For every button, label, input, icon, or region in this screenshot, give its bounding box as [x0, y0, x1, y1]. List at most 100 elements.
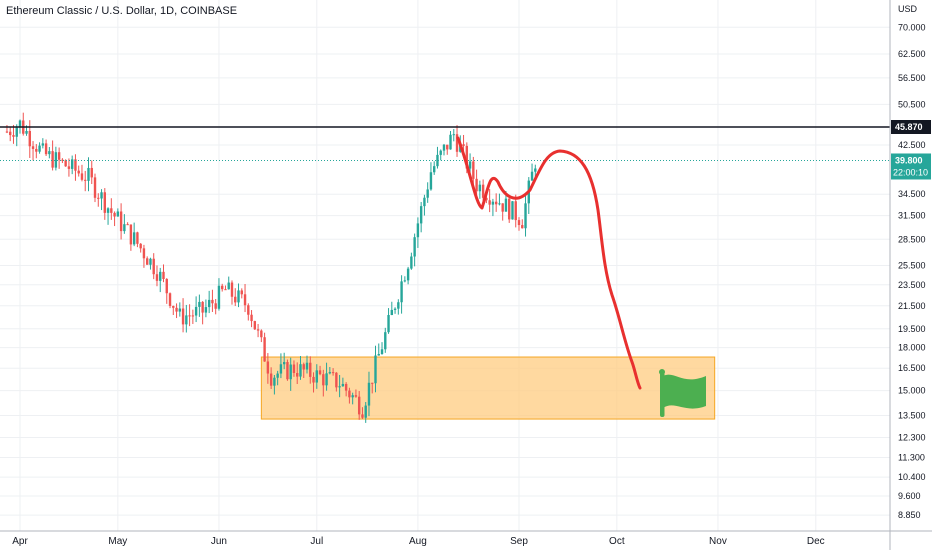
candle-body — [234, 296, 237, 303]
y-tick-label: 18.000 — [898, 343, 926, 353]
candle-body — [429, 172, 433, 190]
candle-body — [70, 159, 74, 169]
candle-body — [227, 282, 230, 290]
candle-body — [462, 144, 465, 146]
candle-body — [100, 192, 103, 199]
candle-body — [54, 152, 58, 168]
candle-body — [322, 374, 325, 386]
candle-body — [433, 166, 436, 173]
candle-body — [312, 376, 315, 383]
candle-body — [12, 135, 15, 137]
candle-body — [276, 373, 279, 378]
candle-body — [410, 256, 413, 269]
candle-body — [116, 211, 120, 217]
candle-body — [374, 355, 377, 384]
y-tick-label: 28.500 — [898, 234, 926, 244]
candle-body — [335, 372, 338, 388]
candle-body — [256, 329, 260, 331]
candle-body — [119, 211, 123, 232]
candle-body — [377, 354, 380, 356]
candle-body — [194, 306, 198, 316]
candle-body — [341, 383, 345, 387]
candle-body — [439, 150, 442, 155]
candle-body — [41, 143, 45, 146]
candle-body — [305, 362, 309, 370]
candle-body — [292, 364, 296, 373]
candle-body — [87, 167, 90, 181]
candle-body — [426, 189, 429, 198]
y-tick-label: 19.500 — [898, 324, 926, 334]
candle-body — [90, 167, 93, 178]
candle-body — [478, 184, 482, 192]
candle-body — [48, 151, 51, 155]
last-price-badge — [891, 153, 931, 180]
candle-body — [465, 145, 469, 169]
y-tick-label: 8.850 — [898, 510, 921, 520]
y-tick-label: 13.500 — [898, 411, 926, 421]
candle-body — [132, 232, 136, 245]
candle-body — [44, 143, 48, 155]
candle-body — [442, 144, 446, 151]
candle-body — [243, 294, 247, 306]
candle-body — [230, 282, 234, 297]
candle-body — [191, 315, 195, 317]
candle-body — [168, 293, 172, 306]
candle-body — [250, 314, 253, 322]
candle-body — [129, 224, 133, 245]
candle-body — [110, 208, 113, 213]
candle-body — [207, 299, 211, 308]
candle-body — [494, 201, 498, 205]
candle-body — [35, 148, 38, 152]
projection-path — [456, 136, 642, 390]
demand-zone-layer — [260, 356, 716, 420]
x-tick-label: Oct — [609, 536, 625, 547]
candle-body — [273, 377, 276, 386]
candle-body — [468, 161, 472, 169]
candle-body — [198, 301, 201, 307]
y-tick-label: 42.500 — [898, 140, 926, 150]
y-tick-label: 62.500 — [898, 49, 926, 59]
x-tick-label: Nov — [709, 536, 727, 547]
y-tick-label: 25.500 — [898, 261, 926, 271]
candle-body — [51, 151, 54, 168]
grid-lines — [0, 0, 890, 531]
candle-body — [534, 168, 537, 172]
candle-body — [286, 362, 289, 380]
candle-body — [521, 225, 524, 229]
candle-body — [80, 173, 84, 180]
candle-body — [331, 372, 335, 374]
candle-body — [361, 414, 364, 418]
candle-body — [423, 197, 426, 207]
candle-body — [18, 120, 22, 128]
candle-body — [5, 131, 9, 133]
candle-body — [475, 178, 478, 192]
candle-body — [149, 258, 152, 265]
candle-body — [214, 303, 217, 309]
candle-body — [211, 299, 214, 304]
y-tick-label: 50.500 — [898, 99, 926, 109]
candle-body — [93, 177, 97, 198]
candle-body — [517, 220, 521, 226]
candle-body — [406, 268, 410, 281]
countdown-label: 22:00:10 — [893, 167, 928, 177]
candle-body — [524, 203, 527, 229]
candle-body — [136, 232, 139, 244]
candle-body — [393, 308, 397, 310]
candle-body — [318, 370, 322, 375]
candle-body — [9, 131, 12, 136]
candle-body — [348, 390, 351, 398]
y-tick-label: 21.500 — [898, 301, 926, 311]
candle-body — [253, 321, 257, 330]
candle-body — [175, 307, 178, 312]
flag-cloth — [663, 374, 706, 409]
candle-body — [178, 308, 182, 312]
candle-body — [162, 271, 165, 279]
candle-body — [25, 130, 28, 134]
candle-body — [351, 395, 354, 398]
candle-body — [74, 159, 77, 171]
y-tick-label: 31.500 — [898, 211, 926, 221]
candle-body — [309, 362, 312, 377]
candle-body — [57, 152, 61, 160]
